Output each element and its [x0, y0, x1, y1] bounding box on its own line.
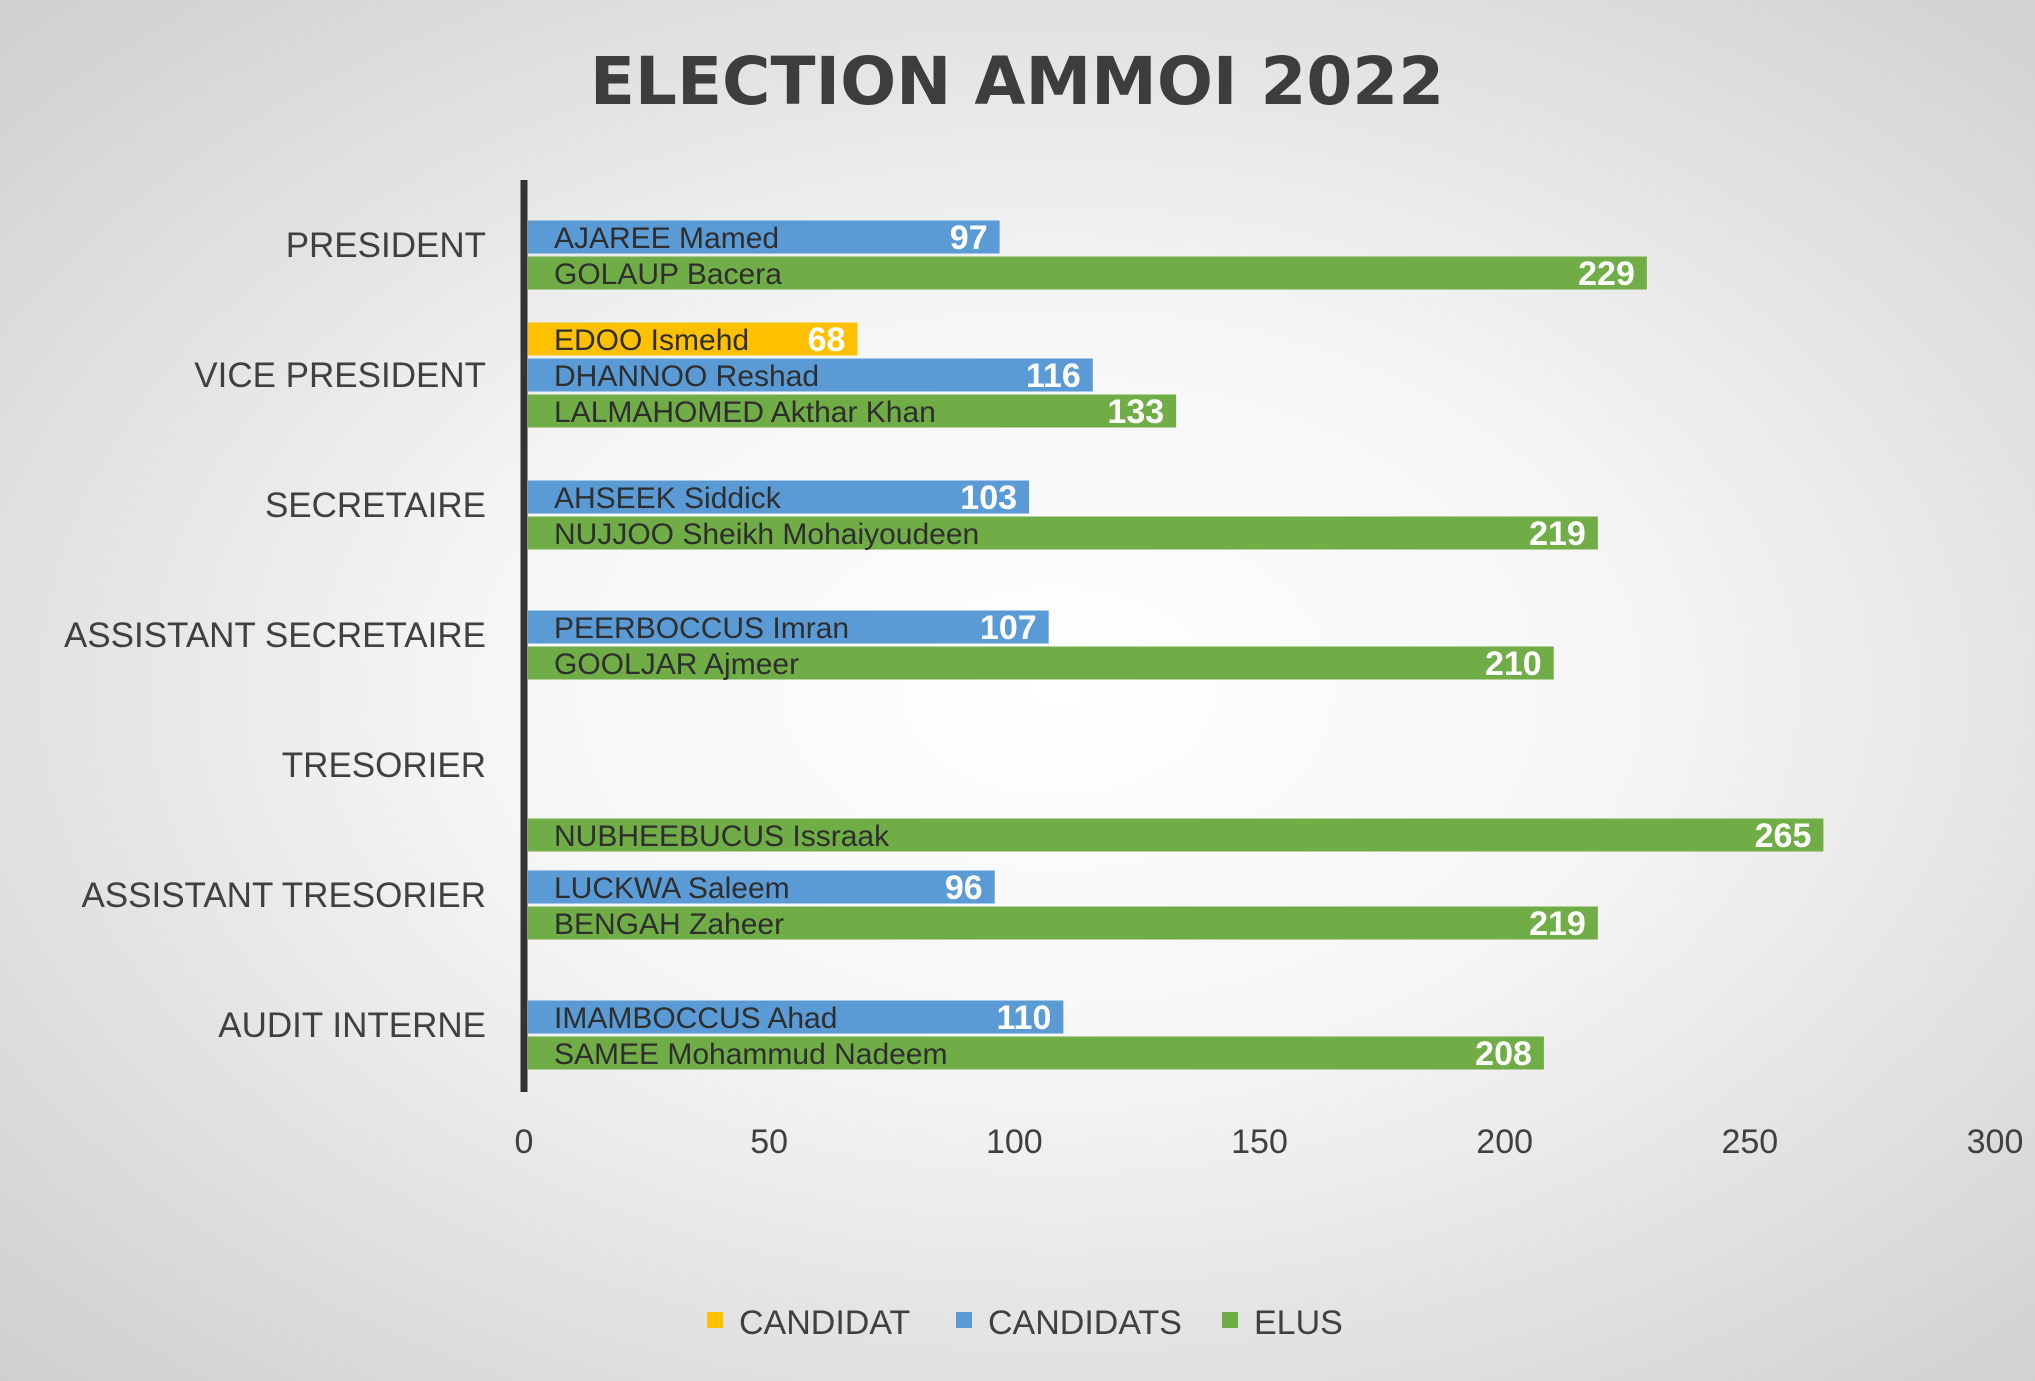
bar-candidate-name: EDOO Ismehd [554, 324, 749, 357]
bar-candidate-name: AHSEEK Siddick [554, 482, 782, 515]
x-tick-label: 0 [515, 1123, 534, 1161]
bar-value-label: 265 [1755, 817, 1812, 855]
bar-value-label: 103 [960, 479, 1017, 517]
bar-candidate-name: LALMAHOMED Akthar Khan [554, 396, 936, 429]
bar-value-label: 208 [1475, 1035, 1532, 1073]
category-label: SECRETAIRE [265, 486, 486, 525]
x-tick-label: 100 [986, 1123, 1043, 1161]
bar-value-label: 97 [950, 219, 988, 257]
bar-candidate-name: DHANNOO Reshad [554, 360, 819, 393]
bar-value-label: 107 [980, 609, 1037, 647]
legend-item: CANDIDAT [707, 1304, 910, 1342]
bar [528, 516, 1598, 550]
bar [528, 906, 1598, 940]
category-label: PRESIDENT [286, 226, 486, 265]
x-tick-label: 200 [1476, 1123, 1533, 1161]
chart-title: ELECTION AMMOI 2022 [590, 43, 1444, 120]
bar-candidate-name: LUCKWA Saleem [554, 872, 790, 905]
legend-swatch [956, 1312, 972, 1328]
bar [528, 1000, 1064, 1034]
category-label: TRESORIER [282, 746, 486, 785]
bar [528, 1036, 1544, 1070]
bar [528, 480, 1030, 514]
bar-value-label: 68 [808, 321, 846, 359]
bar-value-label: 210 [1485, 645, 1542, 683]
bar-candidate-name: IMAMBOCCUS Ahad [554, 1002, 837, 1035]
legend-label: CANDIDATS [988, 1304, 1182, 1342]
bar [528, 394, 1177, 428]
legend-swatch [707, 1312, 723, 1328]
bar-value-label: 219 [1529, 905, 1586, 943]
x-tick-label: 300 [1967, 1123, 2024, 1161]
bar [528, 818, 1824, 852]
bar-candidate-name: GOLAUP Bacera [554, 258, 782, 291]
bars-layer: AJAREE Mamed 97 GOLAUP Bacera 229 EDOO Ismeh… [528, 219, 1824, 1073]
bar-value-label: 133 [1107, 393, 1164, 431]
bar-candidate-name: BENGAH Zaheer [554, 908, 784, 941]
bar-candidate-name: GOOLJAR Ajmeer [554, 648, 799, 681]
legend-label: CANDIDAT [739, 1304, 910, 1342]
legend: CANDIDAT CANDIDATS ELUS [707, 1304, 1343, 1342]
x-tick-label: 250 [1721, 1123, 1778, 1161]
bar [528, 220, 1000, 254]
legend-item: ELUS [1222, 1304, 1343, 1342]
bar-candidate-name: PEERBOCCUS Imran [554, 612, 849, 645]
bar-candidate-name: SAMEE Mohammud Nadeem [554, 1038, 948, 1071]
bar-candidate-name: NUBHEEBUCUS Issraak [554, 820, 890, 853]
category-label: VICE PRESIDENT [194, 356, 486, 395]
bar-value-label: 96 [945, 869, 983, 907]
bar [528, 870, 995, 904]
legend-item: CANDIDATS [956, 1304, 1182, 1342]
bar [528, 358, 1093, 392]
bar-value-label: 229 [1578, 255, 1635, 293]
bar-candidate-name: NUJJOO Sheikh Mohaiyoudeen [554, 518, 979, 551]
bar [528, 646, 1554, 680]
x-tick-label: 150 [1231, 1123, 1288, 1161]
legend-swatch [1222, 1312, 1238, 1328]
x-tick-label: 50 [750, 1123, 788, 1161]
category-labels: PRESIDENT VICE PRESIDENT SECRETAIRE ASSISTA… [64, 226, 486, 1045]
category-label: AUDIT INTERNE [218, 1006, 486, 1045]
bar [528, 256, 1647, 290]
bar-value-label: 110 [997, 999, 1052, 1037]
bar-candidate-name: AJAREE Mamed [554, 222, 779, 255]
category-label: ASSISTANT SECRETAIRE [64, 616, 486, 655]
bar-value-label: 219 [1529, 515, 1586, 553]
bar [528, 610, 1049, 644]
bar-value-label: 116 [1026, 357, 1081, 395]
bar [528, 322, 858, 356]
legend-label: ELUS [1254, 1304, 1343, 1342]
category-label: ASSISTANT TRESORIER [81, 876, 486, 915]
x-axis-tick-labels: 0 50 100 150 200 250 300 [515, 1123, 2024, 1161]
